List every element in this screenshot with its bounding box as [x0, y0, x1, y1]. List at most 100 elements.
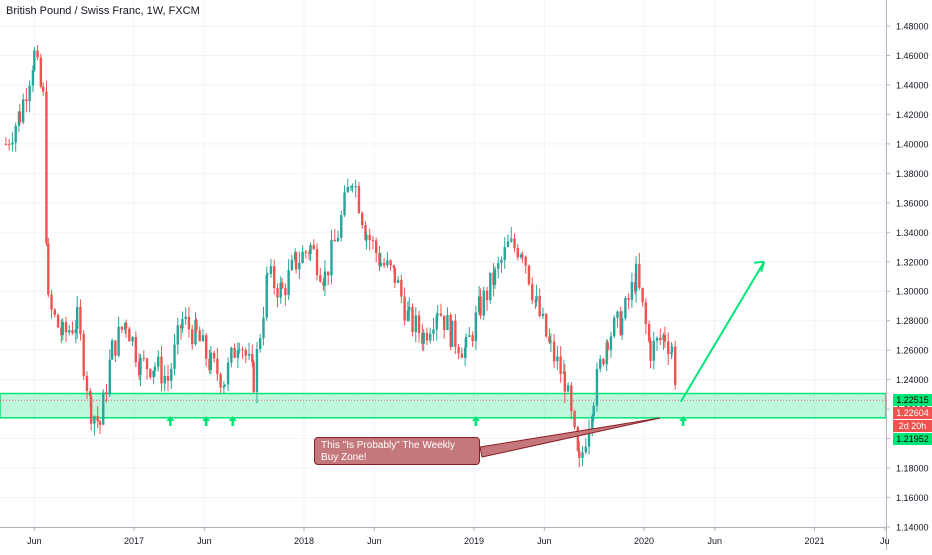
candle-up [605, 342, 608, 365]
candle-up [33, 50, 36, 71]
candle-up [396, 279, 400, 283]
candle-down [454, 320, 457, 347]
candle-down [393, 267, 397, 283]
y-tick-label: 1.38000 [896, 169, 929, 179]
candle-down [425, 332, 429, 341]
candle-up [446, 315, 449, 331]
candle-down [649, 340, 652, 361]
candle-down [284, 287, 287, 295]
candle-up [436, 313, 439, 316]
candle-up [510, 238, 513, 242]
candle-up [468, 335, 471, 337]
candle-down [71, 330, 74, 334]
candle-up [450, 320, 454, 347]
candle-up [238, 349, 241, 351]
candle-down [492, 272, 495, 285]
candle-up [74, 328, 77, 334]
y-tick-label: 1.16000 [896, 493, 929, 503]
candle-down [25, 99, 28, 102]
candle-down [578, 450, 581, 458]
candle-down [145, 358, 149, 370]
candle-up [591, 416, 594, 429]
candle-up [599, 359, 602, 369]
price-axis[interactable]: 1.48000 1.46000 1.44000 1.42000 1.40000 1.380… [886, 0, 932, 550]
candle-down [64, 322, 68, 333]
candle-up [489, 272, 492, 301]
candle-down [442, 315, 446, 331]
candle-down [374, 240, 378, 254]
candle-down [212, 352, 216, 359]
candle-up [157, 356, 160, 367]
projection-line [679, 261, 766, 403]
candle-down [134, 337, 138, 363]
candle-down [382, 262, 386, 266]
candle-down [252, 362, 255, 392]
candle-up [21, 99, 25, 123]
annotation-callout[interactable]: This "Is Probably" The Weekly Buy Zone! [314, 437, 480, 465]
x-tick-label: Jun [367, 536, 382, 546]
candle-down [627, 297, 630, 300]
candle-up [176, 325, 179, 345]
candle-up [463, 347, 467, 358]
candle-up [222, 386, 226, 388]
candle-down [41, 86, 45, 92]
candle-down [417, 315, 421, 334]
candle-down [244, 349, 247, 356]
candle-up [266, 273, 269, 275]
candle-up [301, 251, 304, 263]
candle-up [236, 350, 240, 358]
candle-down [411, 306, 414, 333]
candle-down [79, 306, 82, 335]
candle-up [262, 317, 265, 339]
candle-up [435, 315, 438, 330]
candle-down [516, 247, 519, 258]
x-tick-label: 2019 [464, 536, 484, 546]
candle-down [241, 349, 244, 351]
candle-down [89, 396, 93, 424]
candle-up [349, 186, 353, 188]
candle-up [493, 268, 497, 285]
candle-down [524, 256, 527, 266]
candle-down [548, 336, 551, 342]
candle-down [4, 143, 8, 145]
candle-up [630, 281, 634, 300]
candle-down [166, 375, 170, 381]
candle-up [365, 234, 368, 240]
candle-down [559, 356, 562, 374]
chart-title: British Pound / Swiss Franc, 1W, FXCM [6, 5, 200, 17]
candle-up [497, 263, 500, 269]
candle-up [655, 337, 659, 341]
y-tick-label: 1.26000 [896, 346, 929, 356]
zone-low-tag: 1.21952 [893, 433, 932, 445]
candle-up [230, 347, 233, 363]
time-axis[interactable]: Jun 2017 Jun 2018 Jun 2019 Jun 2020 Jun 2021 Ju [0, 527, 890, 546]
candle-up [541, 313, 545, 316]
candle-down [570, 385, 573, 412]
candle-down [251, 353, 254, 363]
candle-down [142, 357, 145, 359]
candle-down [552, 341, 556, 362]
candle-down [457, 346, 460, 354]
y-tick-label: 1.36000 [896, 198, 929, 208]
candle-down [538, 295, 541, 316]
up-arrow-icon [228, 416, 237, 426]
candle-down [602, 359, 605, 365]
candle-down [60, 327, 63, 336]
x-tick-label: Jun [537, 536, 552, 546]
candle-down [403, 296, 406, 321]
candle-up [68, 330, 71, 333]
candle-down [216, 358, 219, 375]
candle-down [219, 374, 222, 388]
candle-up [265, 274, 268, 318]
candle-down [45, 91, 48, 244]
candle-down [371, 240, 375, 242]
candle-up [474, 312, 478, 342]
last-price-tag: 1.22604 [893, 407, 932, 419]
candle-up [139, 357, 142, 376]
candle-down [479, 296, 482, 316]
candle-down [449, 315, 452, 347]
candle-down [198, 330, 201, 342]
y-tick-label: 1.46000 [896, 51, 929, 61]
candle-up [406, 310, 410, 321]
